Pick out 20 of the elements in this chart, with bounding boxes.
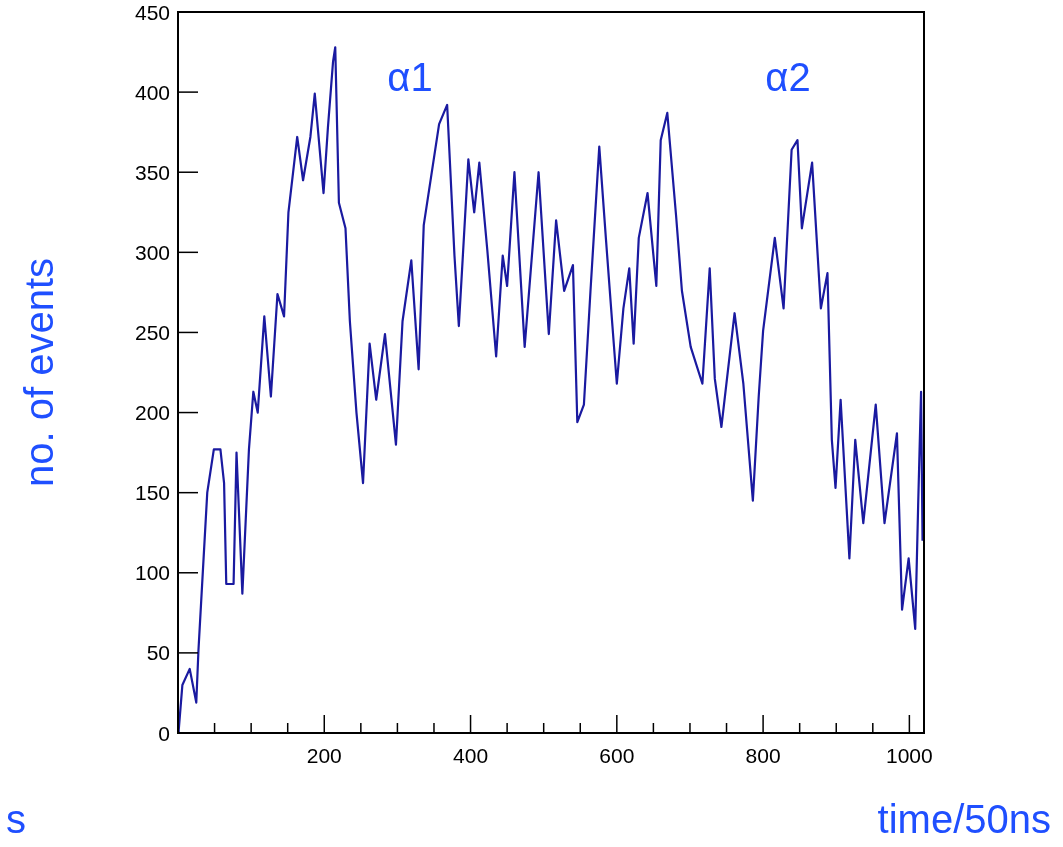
y-tick-label: 100 bbox=[134, 561, 170, 585]
x-axis-title: time/50ns bbox=[877, 797, 1051, 842]
annotation: α2 bbox=[765, 55, 811, 100]
x-tick-label: 600 bbox=[599, 744, 635, 767]
y-tick-label: 50 bbox=[146, 641, 170, 665]
x-tick-label: 1000 bbox=[886, 744, 933, 767]
y-tick-label: 0 bbox=[158, 721, 170, 745]
y-tick-label: 300 bbox=[134, 240, 170, 264]
y-tick-label: 250 bbox=[134, 320, 170, 344]
x-tick-label: 800 bbox=[745, 744, 781, 767]
y-tick-label: 350 bbox=[134, 160, 170, 184]
y-tick-label: 450 bbox=[134, 0, 170, 24]
y-tick-label: 400 bbox=[134, 80, 170, 104]
text: s bbox=[6, 797, 26, 842]
y-axis-title: no. of events bbox=[17, 257, 62, 488]
y-tick-label: 200 bbox=[134, 401, 170, 425]
x-tick-label: 400 bbox=[453, 744, 489, 767]
x-tick-label: 200 bbox=[306, 744, 342, 767]
annotation: α1 bbox=[387, 55, 433, 100]
y-tick-label: 150 bbox=[134, 481, 170, 505]
